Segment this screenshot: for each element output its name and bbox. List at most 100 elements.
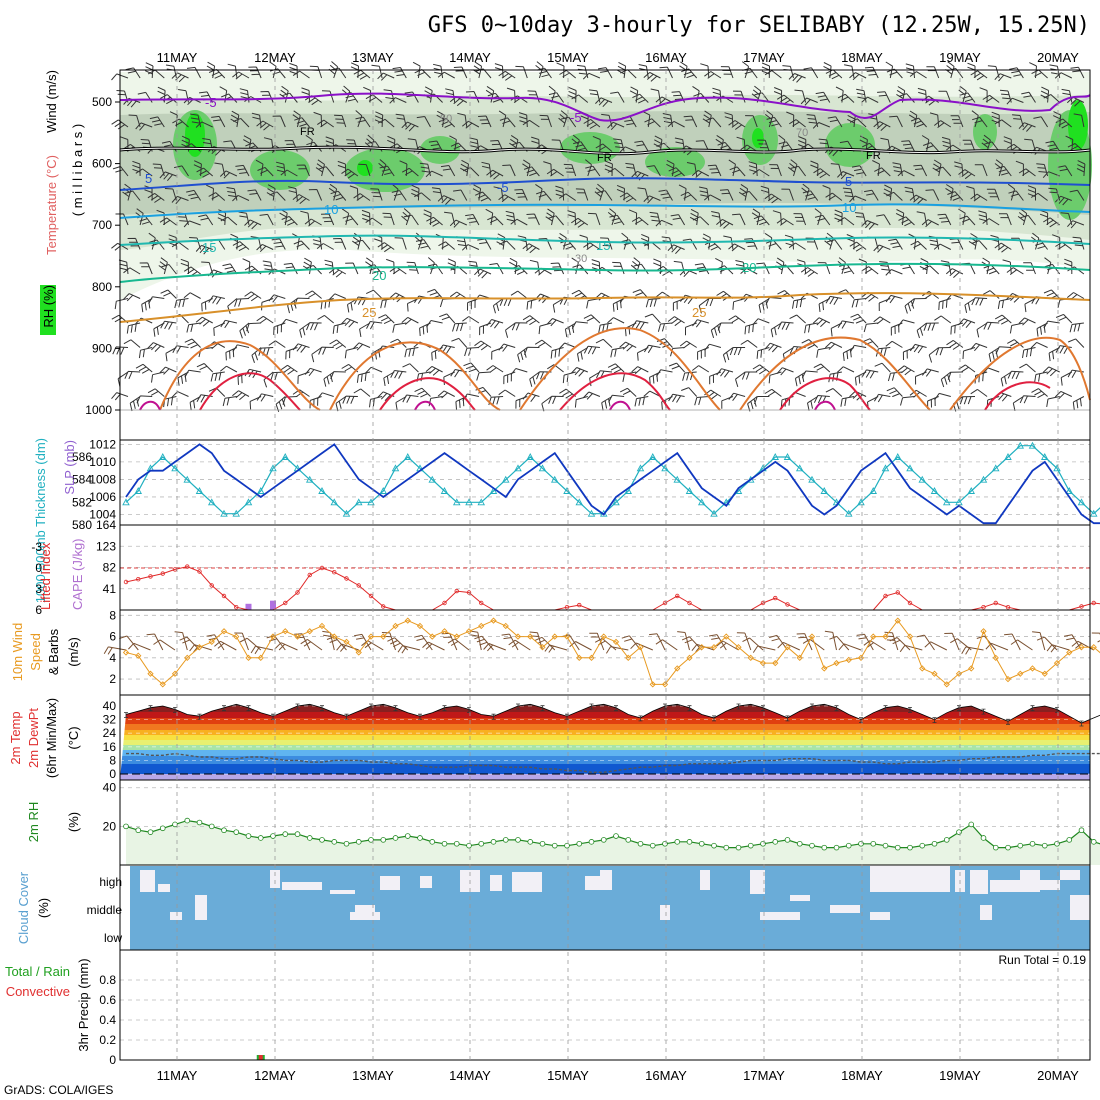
upper-wind-barb [703, 194, 722, 201]
upper-wind-barb [794, 371, 806, 387]
upper-wind-barb [873, 393, 891, 403]
upper-wind-barb [994, 119, 1012, 128]
upper-wind-barb [812, 122, 830, 129]
upper-wind-barb [506, 87, 516, 103]
wind-speed-marker [551, 633, 558, 640]
thickness-marker [1028, 441, 1037, 449]
upper-wind-barb [262, 260, 274, 275]
upper-wind-barb [536, 371, 552, 380]
upper-wind-barb [788, 242, 806, 250]
thickness-tick-label: 586 [72, 450, 92, 464]
wind-speed-marker [588, 654, 595, 661]
date-label-bottom: 12MAY [254, 1068, 296, 1083]
li-marker [454, 588, 459, 594]
upper-wind-barb [123, 267, 141, 275]
upper-wind-barb [171, 241, 189, 250]
upper-wind-barb [239, 322, 250, 339]
surface-barb [944, 632, 960, 651]
upper-wind-barb [921, 219, 939, 228]
wind-speed-marker [208, 638, 215, 646]
upper-wind-barb [745, 115, 758, 128]
upper-wind-barb [275, 396, 286, 412]
label-15-mid: 15 [596, 238, 610, 253]
upper-wind-barb [328, 293, 346, 300]
li-marker [577, 602, 582, 608]
upper-wind-barb [163, 396, 177, 408]
upper-wind-barb [1043, 320, 1060, 329]
surface-barb [677, 631, 690, 651]
li-marker [760, 600, 766, 606]
upper-wind-barb [394, 237, 407, 250]
thickness-axes: 1004 1006 1008 1010 1012 580 582 584 586 [72, 437, 116, 532]
temp-tick-label: 32 [103, 713, 117, 727]
upper-wind-barb [550, 347, 564, 359]
upper-wind-barb [619, 387, 637, 397]
upper-wind-barb [299, 322, 310, 338]
upper-wind-barb [260, 91, 274, 103]
upper-wind-barb [111, 119, 129, 130]
wind-speed-marker [539, 644, 546, 651]
thickness-marker [1016, 441, 1025, 449]
upper-wind-barb [498, 110, 507, 128]
upper-wind-barb [777, 321, 794, 331]
upper-wind-barb [748, 161, 758, 177]
cape-tick-label: 41 [103, 582, 117, 596]
upper-wind-barb [503, 371, 516, 385]
upper-wind-barb [844, 64, 855, 79]
upper-wind-barb [389, 143, 407, 154]
upper-wind-barb [892, 162, 903, 177]
upper-wind-barb [768, 371, 782, 384]
upper-wind-barb [576, 64, 589, 79]
wind-speed-marker [661, 681, 669, 688]
upper-wind-barb [437, 390, 455, 399]
cloud-clear-blocks [140, 866, 1090, 920]
upper-wind-barb [691, 169, 710, 178]
upper-wind-barb [716, 368, 734, 378]
upper-wind-barb [938, 298, 951, 311]
upper-wind-barb [744, 322, 758, 335]
upper-wind-barb [300, 210, 310, 226]
upper-wind-barb [711, 211, 722, 226]
temp-label-line3: (6hr Min/Max) [44, 698, 59, 778]
surface-barb [716, 640, 739, 651]
pressure-tick-label: 500 [92, 95, 112, 109]
upper-wind-barb [285, 347, 298, 360]
minmax-marker [736, 703, 741, 710]
precip-axes: 0 0.2 0.4 0.6 0.8 [99, 973, 116, 1067]
upper-wind-barb [595, 143, 613, 152]
surface-barb [501, 633, 519, 651]
upper-wind-barb [123, 293, 141, 302]
upper-wind-barb [728, 159, 736, 177]
upper-wind-barb [1045, 140, 1061, 152]
upper-wind-barb [571, 94, 589, 103]
upper-wind-barb [353, 342, 371, 351]
temp-label-line1: 2m Temp [8, 711, 23, 764]
upper-wind-barb [159, 171, 177, 182]
upper-wind-barb [679, 61, 688, 79]
date-label-top: 20MAY [1037, 50, 1079, 65]
upper-wind-barb [922, 265, 940, 275]
li-marker [221, 593, 227, 599]
upper-wind-barb [770, 322, 782, 338]
upper-wind-barb [946, 339, 964, 350]
upper-wind-barb [765, 297, 782, 305]
upper-wind-barb [111, 73, 129, 81]
upper-wind-barb [646, 165, 661, 177]
upper-wind-barb [439, 313, 456, 324]
minmax-marker [614, 705, 618, 712]
minmax-marker [834, 705, 839, 712]
upper-wind-barb [564, 322, 576, 338]
upper-wind-barb [366, 321, 383, 330]
upper-wind-barb [607, 317, 625, 324]
upper-wind-barb [1046, 396, 1060, 407]
surface-barb [483, 643, 506, 652]
upper-wind-barb [728, 243, 746, 252]
upper-wind-barb [1055, 345, 1072, 355]
upper-wind-barb [925, 189, 940, 201]
upper-wind-barb [738, 183, 749, 201]
surface-barb [838, 643, 862, 651]
upper-wind-barb [465, 214, 480, 226]
upper-wind-barb [449, 135, 457, 152]
upper-wind-barb [754, 396, 770, 405]
upper-wind-barb [587, 212, 601, 226]
